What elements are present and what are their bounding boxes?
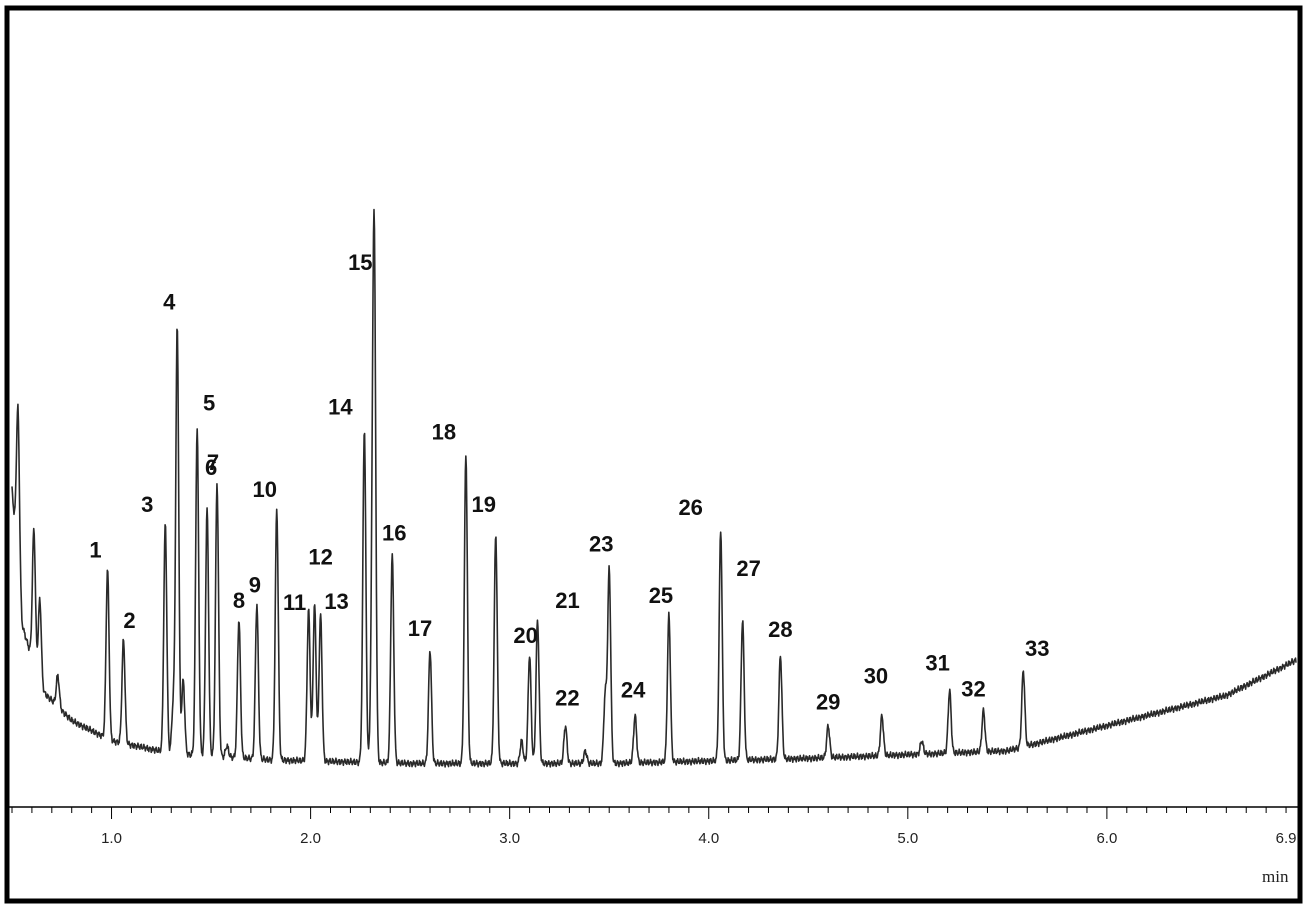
peak-label: 25 <box>649 583 673 608</box>
peak-label: 1 <box>89 537 101 562</box>
peak-label: 8 <box>233 588 245 613</box>
x-axis-tick-label: 6.0 <box>1096 830 1117 847</box>
peak-label: 10 <box>253 477 277 502</box>
x-axis-unit-label: min <box>1262 867 1289 886</box>
peak-label: 7 <box>207 450 219 475</box>
peak-label: 5 <box>203 390 215 415</box>
peak-label: 11 <box>283 590 306 615</box>
peak-label: 9 <box>249 573 261 598</box>
peak-label: 28 <box>768 617 792 642</box>
peak-label: 3 <box>141 492 153 517</box>
x-axis-tick-label: 2.0 <box>300 830 321 847</box>
peak-label: 32 <box>961 677 985 702</box>
chromatogram-trace <box>11 208 1297 768</box>
peak-label: 2 <box>123 608 135 633</box>
x-axis-tick-label: 3.0 <box>499 830 520 847</box>
peak-label: 4 <box>163 290 176 315</box>
x-axis-ticks <box>11 807 1287 819</box>
peak-label: 23 <box>589 531 613 556</box>
peak-label: 16 <box>382 520 406 545</box>
peak-label: 22 <box>555 686 579 711</box>
x-axis-tick-label: 5.0 <box>897 830 918 847</box>
peak-label: 21 <box>555 588 579 613</box>
x-axis-tick-label: 1.0 <box>101 830 122 847</box>
peak-label: 17 <box>408 616 432 641</box>
peak-label: 19 <box>471 492 495 517</box>
peak-label: 15 <box>348 250 372 275</box>
peak-label: 6 <box>205 455 217 480</box>
chart-frame <box>4 5 1303 904</box>
peak-label: 29 <box>816 690 840 715</box>
peak-label: 14 <box>328 394 353 419</box>
peak-label: 20 <box>513 623 537 648</box>
peak-label: 33 <box>1025 636 1049 661</box>
peak-label: 26 <box>678 495 702 520</box>
peak-label: 31 <box>925 650 949 675</box>
peak-label: 27 <box>736 556 760 581</box>
peak-label: 24 <box>621 678 646 703</box>
peak-labels: 1234567891011121314151617181920212223242… <box>89 250 1049 715</box>
x-axis-tick-labels: 1.0 2.0 3.0 4.0 5.0 6.0 6.9 <box>101 830 1296 847</box>
x-axis-tick-label: 4.0 <box>698 830 719 847</box>
peak-label: 12 <box>308 545 332 570</box>
trace-layer <box>11 208 1297 768</box>
peak-label: 18 <box>432 420 456 445</box>
peak-label: 30 <box>864 664 888 689</box>
x-axis-tick-label: 6.9 <box>1276 830 1297 847</box>
peak-label: 13 <box>324 589 348 614</box>
